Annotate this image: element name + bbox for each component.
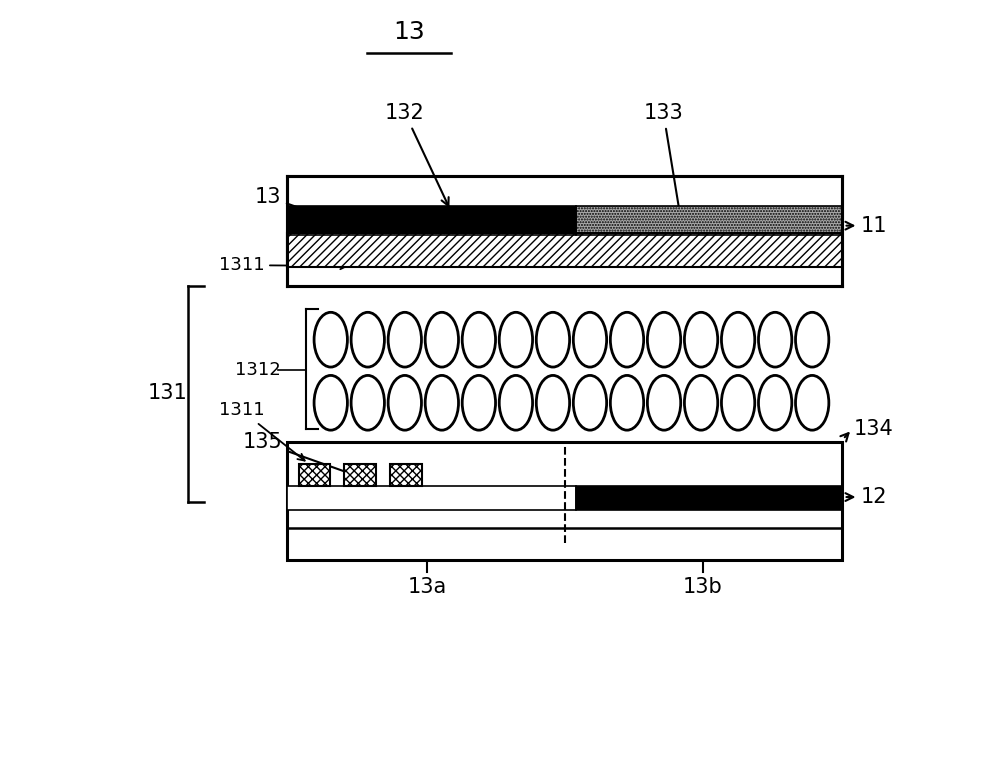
Ellipse shape <box>388 375 421 430</box>
Ellipse shape <box>388 312 421 367</box>
Ellipse shape <box>499 375 533 430</box>
Text: 132: 132 <box>385 103 449 206</box>
Ellipse shape <box>684 312 718 367</box>
Bar <box>576 486 842 510</box>
Ellipse shape <box>796 312 829 367</box>
Ellipse shape <box>351 375 384 430</box>
Ellipse shape <box>536 375 570 430</box>
Ellipse shape <box>610 312 644 367</box>
Ellipse shape <box>758 375 792 430</box>
Bar <box>287 233 842 268</box>
Text: 134: 134 <box>854 420 893 439</box>
Bar <box>287 443 842 560</box>
Bar <box>390 465 422 486</box>
Ellipse shape <box>499 312 533 367</box>
Bar <box>287 206 576 235</box>
Bar <box>576 486 842 510</box>
Ellipse shape <box>573 375 607 430</box>
Text: 13b: 13b <box>683 577 722 597</box>
Text: 1311: 1311 <box>219 401 305 461</box>
Ellipse shape <box>425 375 459 430</box>
Ellipse shape <box>573 312 607 367</box>
Ellipse shape <box>796 375 829 430</box>
Ellipse shape <box>721 312 755 367</box>
Text: 135: 135 <box>243 433 358 478</box>
Text: 13: 13 <box>393 20 425 43</box>
Ellipse shape <box>647 312 681 367</box>
Bar <box>287 176 842 286</box>
Ellipse shape <box>647 375 681 430</box>
Text: 12: 12 <box>845 487 888 507</box>
Ellipse shape <box>462 375 496 430</box>
Ellipse shape <box>314 375 347 430</box>
Ellipse shape <box>610 375 644 430</box>
Ellipse shape <box>721 375 755 430</box>
Text: 1311: 1311 <box>219 256 347 274</box>
Ellipse shape <box>462 312 496 367</box>
Ellipse shape <box>425 312 459 367</box>
Bar <box>576 206 842 235</box>
Ellipse shape <box>351 312 384 367</box>
Text: 131: 131 <box>148 383 188 403</box>
Ellipse shape <box>536 312 570 367</box>
Text: 13a: 13a <box>407 577 447 597</box>
Bar <box>287 206 576 235</box>
Ellipse shape <box>314 312 347 367</box>
Bar <box>576 206 842 235</box>
Bar <box>287 486 576 510</box>
Text: 133: 133 <box>644 103 684 224</box>
Bar <box>344 465 376 486</box>
Ellipse shape <box>684 375 718 430</box>
Ellipse shape <box>758 312 792 367</box>
Text: 13: 13 <box>255 187 381 238</box>
Bar <box>299 465 330 486</box>
Text: 11: 11 <box>845 216 888 236</box>
Text: 1312: 1312 <box>235 361 281 379</box>
